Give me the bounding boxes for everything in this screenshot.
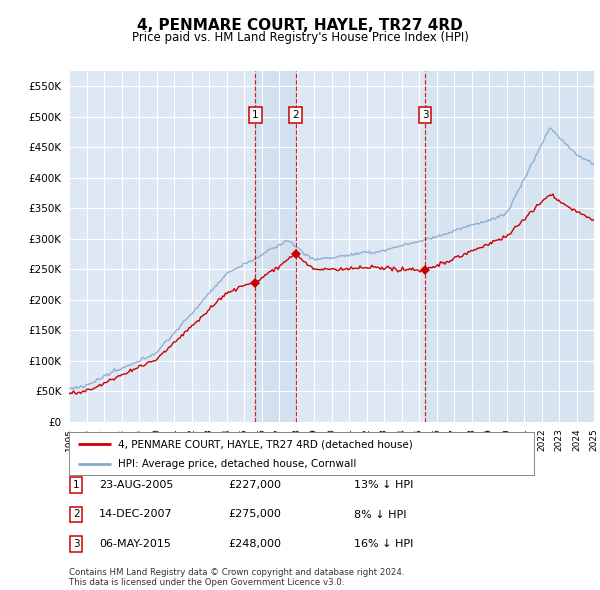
Text: 3: 3	[422, 110, 428, 120]
Text: 2: 2	[292, 110, 299, 120]
Text: 06-MAY-2015: 06-MAY-2015	[99, 539, 171, 549]
Text: 16% ↓ HPI: 16% ↓ HPI	[354, 539, 413, 549]
Bar	[256, 71, 296, 422]
Text: 1: 1	[252, 110, 259, 120]
Text: HPI: Average price, detached house, Cornwall: HPI: Average price, detached house, Corn…	[118, 460, 356, 469]
Text: 23-AUG-2005: 23-AUG-2005	[99, 480, 173, 490]
Text: £248,000: £248,000	[228, 539, 281, 549]
Text: 13% ↓ HPI: 13% ↓ HPI	[354, 480, 413, 490]
Text: £275,000: £275,000	[228, 510, 281, 519]
Text: 4, PENMARE COURT, HAYLE, TR27 4RD (detached house): 4, PENMARE COURT, HAYLE, TR27 4RD (detac…	[118, 440, 413, 450]
Text: 8% ↓ HPI: 8% ↓ HPI	[354, 510, 407, 519]
Text: Price paid vs. HM Land Registry's House Price Index (HPI): Price paid vs. HM Land Registry's House …	[131, 31, 469, 44]
Bar	[425, 71, 594, 422]
Text: 3: 3	[73, 539, 80, 549]
Text: 1: 1	[73, 480, 80, 490]
Text: 2: 2	[73, 510, 80, 519]
Text: 14-DEC-2007: 14-DEC-2007	[99, 510, 173, 519]
Text: 4, PENMARE COURT, HAYLE, TR27 4RD: 4, PENMARE COURT, HAYLE, TR27 4RD	[137, 18, 463, 32]
Text: £227,000: £227,000	[228, 480, 281, 490]
Text: Contains HM Land Registry data © Crown copyright and database right 2024.
This d: Contains HM Land Registry data © Crown c…	[69, 568, 404, 587]
